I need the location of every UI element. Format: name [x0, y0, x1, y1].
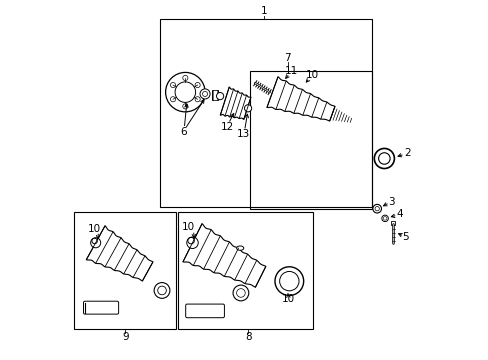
- Text: 13: 13: [237, 129, 250, 139]
- Circle shape: [200, 89, 210, 99]
- Bar: [390, 221, 395, 225]
- Circle shape: [383, 217, 386, 220]
- Text: 7: 7: [284, 53, 290, 63]
- Text: 9: 9: [122, 332, 128, 342]
- Bar: [212, 90, 216, 100]
- Circle shape: [183, 75, 187, 81]
- Circle shape: [170, 82, 175, 87]
- Circle shape: [372, 204, 381, 213]
- Circle shape: [216, 93, 223, 100]
- Circle shape: [274, 267, 303, 296]
- Text: 10: 10: [88, 224, 101, 234]
- Text: 3: 3: [387, 197, 394, 207]
- Circle shape: [378, 153, 389, 164]
- Text: 1: 1: [261, 6, 267, 17]
- Bar: [178, 212, 312, 329]
- Text: 5: 5: [402, 232, 408, 242]
- Circle shape: [175, 82, 195, 102]
- Circle shape: [195, 82, 200, 87]
- Circle shape: [233, 285, 248, 301]
- Text: 12: 12: [220, 122, 233, 132]
- Bar: [74, 212, 176, 329]
- Text: 6: 6: [180, 127, 186, 136]
- Polygon shape: [266, 77, 334, 121]
- Circle shape: [373, 148, 394, 168]
- Circle shape: [170, 97, 175, 102]
- Circle shape: [374, 207, 379, 211]
- Text: 10: 10: [182, 222, 195, 232]
- Polygon shape: [220, 87, 250, 120]
- Text: 10: 10: [281, 294, 294, 304]
- Bar: [249, 71, 371, 209]
- Ellipse shape: [236, 246, 244, 250]
- FancyBboxPatch shape: [185, 304, 224, 318]
- Circle shape: [202, 91, 207, 96]
- FancyBboxPatch shape: [83, 301, 119, 314]
- Text: 2: 2: [404, 148, 410, 158]
- Circle shape: [381, 215, 387, 222]
- Circle shape: [158, 286, 166, 295]
- Circle shape: [165, 72, 204, 112]
- Polygon shape: [86, 226, 153, 281]
- Text: 10: 10: [305, 70, 318, 80]
- Circle shape: [236, 289, 244, 297]
- Polygon shape: [183, 224, 265, 287]
- Bar: [211, 90, 218, 100]
- Circle shape: [154, 283, 169, 298]
- Circle shape: [90, 238, 101, 248]
- Circle shape: [244, 105, 251, 112]
- Circle shape: [186, 237, 198, 248]
- Circle shape: [183, 104, 187, 109]
- Text: 11: 11: [284, 66, 297, 76]
- Text: 8: 8: [244, 332, 251, 342]
- Text: 4: 4: [395, 209, 402, 219]
- Bar: [160, 19, 371, 207]
- Circle shape: [195, 97, 200, 102]
- Circle shape: [279, 271, 298, 291]
